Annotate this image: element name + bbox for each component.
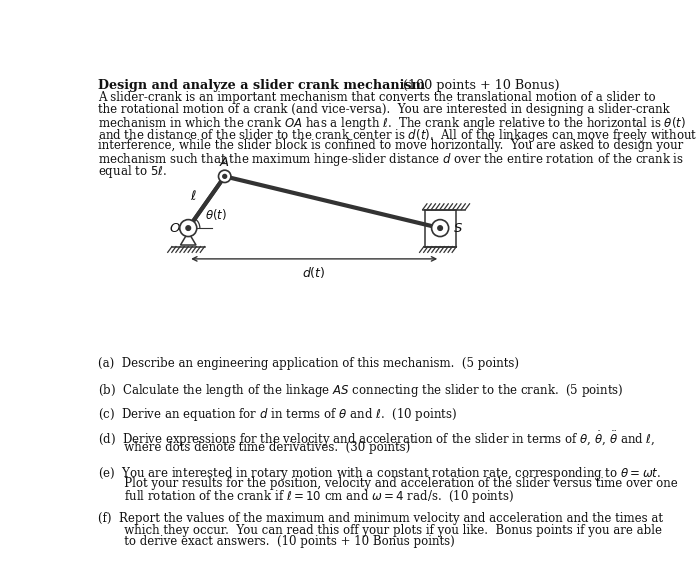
Text: $\theta(t)$: $\theta(t)$ xyxy=(205,207,228,222)
Circle shape xyxy=(223,174,227,178)
Text: (c)  Derive an equation for $d$ in terms of $\theta$ and $\ell$.  (10 points): (c) Derive an equation for $d$ in terms … xyxy=(97,406,457,423)
Text: mechanism such that the maximum hinge-slider distance $d$ over the entire rotati: mechanism such that the maximum hinge-sl… xyxy=(97,151,684,168)
Text: to derive exact answers.  (10 points + 10 Bonus points): to derive exact answers. (10 points + 10… xyxy=(97,535,454,548)
Text: (a)  Describe an engineering application of this mechanism.  (5 points): (a) Describe an engineering application … xyxy=(97,358,519,370)
Text: (100 points + 10 Bonus): (100 points + 10 Bonus) xyxy=(399,79,560,92)
Text: (b)  Calculate the length of the linkage $AS$ connecting the slider to the crank: (b) Calculate the length of the linkage … xyxy=(97,381,623,398)
Text: (d)  Derive expressions for the velocity and acceleration of the slider in terms: (d) Derive expressions for the velocity … xyxy=(97,430,655,449)
Text: interference, while the slider block is confined to move horizontally.  You are : interference, while the slider block is … xyxy=(97,139,682,152)
Circle shape xyxy=(180,220,197,237)
Text: $\ell$: $\ell$ xyxy=(190,189,197,203)
Text: equal to $5\ell$.: equal to $5\ell$. xyxy=(97,162,167,179)
Text: $O$: $O$ xyxy=(169,221,181,234)
Circle shape xyxy=(438,226,442,230)
Text: A slider-crank is an important mechanism that converts the translational motion : A slider-crank is an important mechanism… xyxy=(97,91,655,104)
Text: full rotation of the crank if $\ell = 10$ cm and $\omega = 4$ rad/s.  (10 points: full rotation of the crank if $\ell = 10… xyxy=(97,488,514,505)
Text: (e)  You are interested in rotary motion with a constant rotation rate, correspo: (e) You are interested in rotary motion … xyxy=(97,465,661,482)
Text: (f)  Report the values of the maximum and minimum velocity and acceleration and : (f) Report the values of the maximum and… xyxy=(97,512,663,525)
Text: Plot your results for the position, velocity and acceleration of the slider vers: Plot your results for the position, velo… xyxy=(97,477,678,490)
Circle shape xyxy=(432,220,449,237)
Text: mechanism in which the crank $OA$ has a length $\ell$.  The crank angle relative: mechanism in which the crank $OA$ has a … xyxy=(97,115,685,132)
Text: $S$: $S$ xyxy=(454,221,463,234)
Text: where dots denote time derivatives.  (30 points): where dots denote time derivatives. (30 … xyxy=(97,441,410,454)
Text: $d(t)$: $d(t)$ xyxy=(302,265,326,280)
Circle shape xyxy=(218,170,231,182)
Text: which they occur.  You can read this off your plots if you like.  Bonus points i: which they occur. You can read this off … xyxy=(97,524,662,537)
Text: Design and analyze a slider crank mechanism: Design and analyze a slider crank mechan… xyxy=(97,79,425,92)
Text: $A$: $A$ xyxy=(219,156,230,169)
Circle shape xyxy=(186,226,190,230)
Text: and the distance of the slider to the crank center is $d(t)$.  All of the linkag: and the distance of the slider to the cr… xyxy=(97,127,697,144)
Text: the rotational motion of a crank (and vice-versa).  You are interested in design: the rotational motion of a crank (and vi… xyxy=(97,103,669,116)
